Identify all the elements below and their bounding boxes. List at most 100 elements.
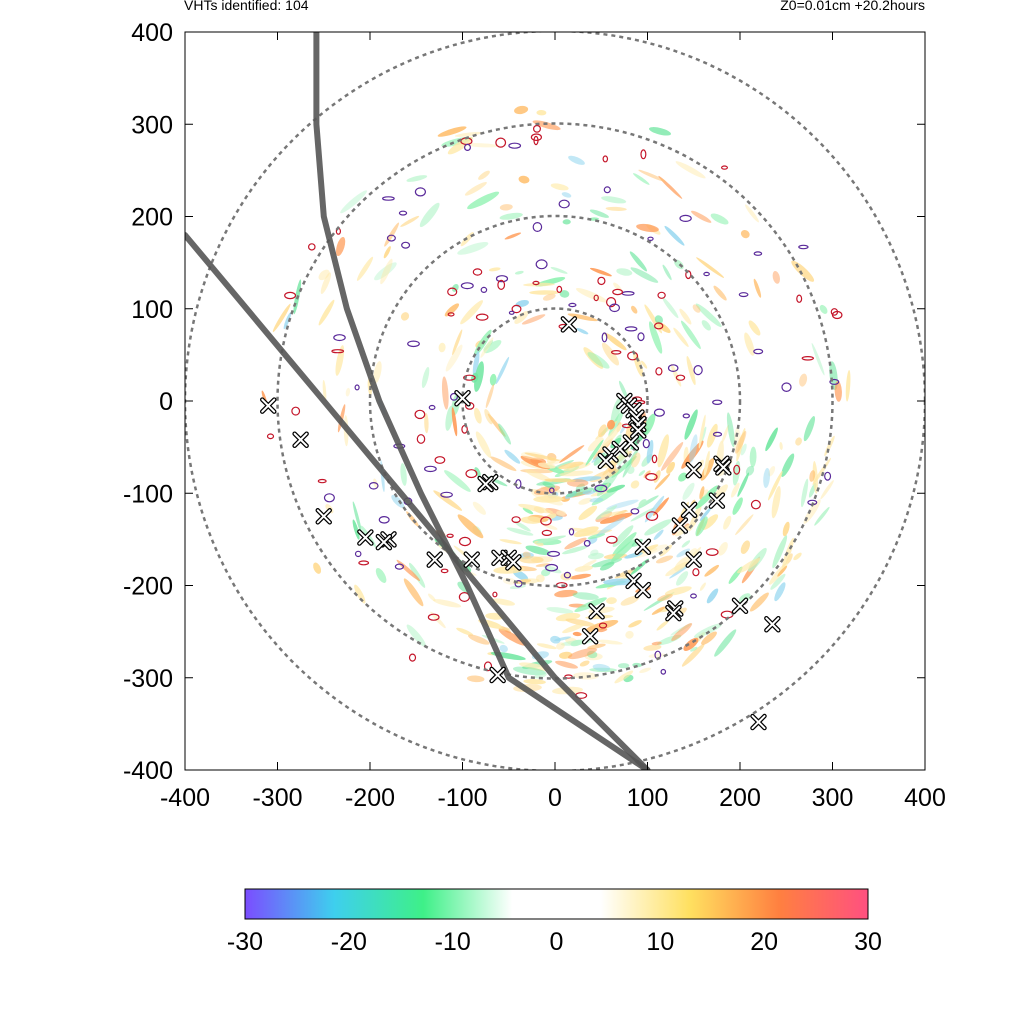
field-contour (712, 399, 723, 405)
field-streak (558, 461, 584, 469)
field-streak (562, 623, 585, 634)
field-streak (744, 332, 755, 356)
vht-marker (426, 551, 443, 568)
field-streak (714, 629, 737, 657)
field-streak (748, 320, 761, 336)
field-streak (606, 484, 626, 493)
vht-marker (597, 452, 615, 470)
field-streak (514, 311, 529, 324)
field-streak (772, 535, 788, 569)
field-contour (605, 297, 617, 308)
field-streak (592, 482, 612, 493)
field-streak (699, 507, 712, 521)
field-streak (522, 551, 531, 558)
field-streak (770, 573, 786, 590)
field-streak (801, 478, 809, 508)
field-contour (598, 622, 608, 629)
field-contour (645, 511, 659, 521)
field-streak (373, 361, 382, 384)
vht-marker-fill (612, 441, 627, 456)
field-streak (400, 312, 410, 321)
field-contour (601, 332, 608, 343)
field-streak (564, 537, 587, 550)
vht-marker-fill (635, 583, 650, 598)
field-streak (655, 555, 674, 564)
field-contour (705, 548, 719, 556)
y-tick-label: 0 (159, 388, 173, 416)
field-streak (644, 304, 663, 334)
x-tick-label: -400 (160, 784, 210, 812)
field-contour (597, 276, 606, 286)
field-streak (616, 268, 633, 276)
field-streak (648, 321, 663, 354)
field-contour (447, 287, 458, 297)
field-streak (445, 344, 463, 372)
field-streak (578, 505, 598, 521)
field-contour (331, 349, 345, 354)
field-streak (562, 219, 571, 225)
field-contour (594, 484, 608, 493)
field-streak (457, 514, 484, 539)
field-streak (735, 430, 747, 454)
vht-marker (260, 397, 277, 414)
field-streak (474, 361, 484, 392)
field-streak (433, 599, 462, 608)
field-streak (520, 516, 543, 524)
vht-markers (260, 316, 781, 731)
field-streak (498, 423, 512, 445)
field-streak (437, 126, 467, 137)
field-streak (544, 478, 576, 483)
field-contour (440, 568, 449, 574)
vht-marker-fill (666, 606, 681, 621)
field-contour (651, 454, 658, 464)
field-contour (545, 563, 559, 572)
field-streak (489, 373, 497, 386)
field-streak (765, 427, 778, 452)
field-streak (676, 548, 691, 558)
field-streak (774, 582, 786, 602)
field-streak (676, 571, 689, 586)
field-streak (454, 131, 482, 137)
field-streak (684, 409, 698, 440)
field-streak (630, 267, 659, 283)
field-streak (692, 304, 701, 313)
field-streak (474, 467, 481, 477)
field-contour (690, 593, 697, 599)
vht-marker (731, 597, 749, 615)
field-contour (556, 285, 563, 293)
vht-count-label: VHTs identified: 104 (184, 0, 309, 13)
field-streak (657, 593, 673, 602)
field-streak (601, 342, 620, 366)
field-streak (605, 206, 627, 211)
vht-marker-fill (598, 453, 613, 468)
field-streak (335, 236, 346, 257)
x-tick-label: 200 (719, 784, 761, 812)
field-streak (356, 256, 374, 281)
field-streak (570, 639, 583, 647)
field-contour (408, 653, 417, 662)
vht-marker (611, 440, 628, 458)
field-streak (695, 485, 719, 510)
vht-marker (454, 389, 471, 407)
field-contour (703, 271, 710, 277)
vht-marker (292, 431, 309, 448)
vht-marker (463, 551, 480, 568)
field-streak (468, 634, 490, 645)
colorbar-gradient (244, 888, 869, 920)
field-streak (740, 540, 751, 554)
field-streak (753, 278, 762, 298)
field-streak (584, 619, 619, 633)
field-contour (475, 313, 489, 321)
field-streak (464, 181, 487, 196)
field-streak (646, 439, 654, 464)
vht-marker-fill (709, 493, 724, 508)
field-streak (691, 210, 712, 223)
colorbar-tick-label: 10 (646, 928, 674, 956)
field-streak (485, 384, 495, 409)
field-contour (535, 259, 548, 270)
vht-marker (665, 604, 682, 622)
field-streak (318, 299, 335, 326)
vht-marker (708, 492, 726, 509)
field-contour (558, 199, 570, 209)
field-streak (514, 521, 531, 532)
